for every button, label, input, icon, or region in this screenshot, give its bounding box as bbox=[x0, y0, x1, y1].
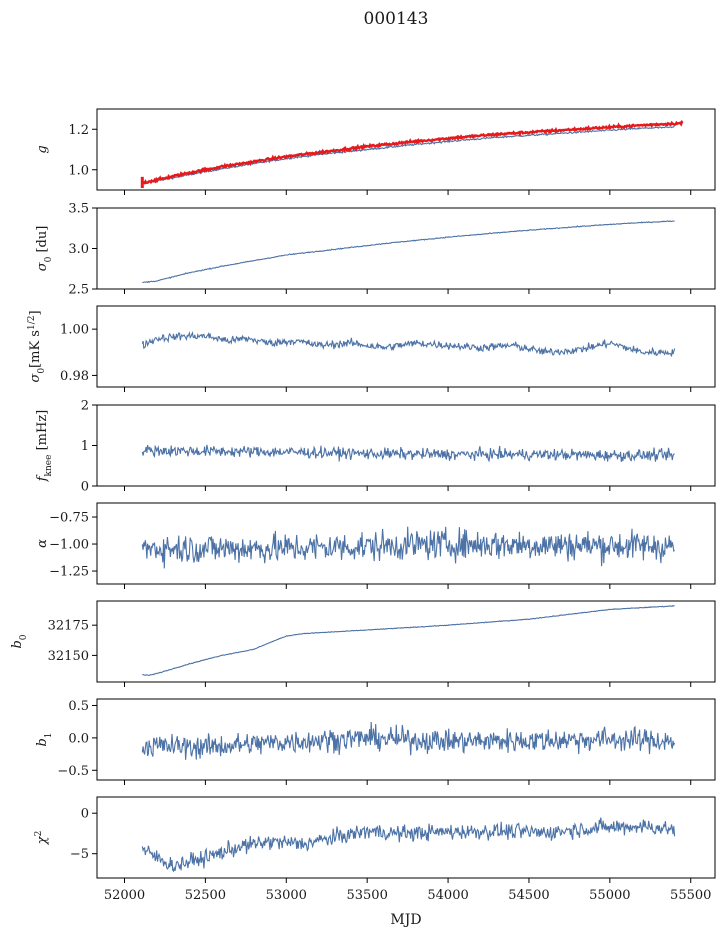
series-line bbox=[142, 220, 675, 284]
axes-frame bbox=[96, 207, 716, 290]
x-tick-label: 53500 bbox=[346, 888, 387, 903]
panel-8: 52000 52500 53000 53500 54000 54500 55000 55500… bbox=[34, 796, 716, 903]
y-tick-label: 1.0 bbox=[68, 163, 89, 178]
y-tick-label: 3.5 bbox=[68, 202, 89, 217]
series-line bbox=[142, 604, 675, 676]
series-line bbox=[141, 817, 676, 873]
y-axis-label: σ0[mK s1/2] bbox=[27, 310, 47, 382]
y-axis-label: b0 bbox=[10, 634, 29, 648]
figure-title: 000143 bbox=[364, 9, 429, 29]
y-tick-label: −1.00 bbox=[49, 538, 89, 553]
axes-frame bbox=[96, 796, 716, 879]
panel-6: 32150 32175 b0 bbox=[10, 600, 716, 687]
y-tick-label: 3.0 bbox=[68, 242, 89, 257]
axes-frame bbox=[96, 698, 716, 781]
x-tick-label: 55000 bbox=[589, 888, 630, 903]
series-line bbox=[141, 119, 684, 185]
panels: 1.0 1.2 g 2.5 3.0 3.5 σ0 [du] 0.98 1.00 σ0[mK s1/… bbox=[10, 108, 716, 903]
series-line bbox=[141, 444, 675, 463]
axes-frame bbox=[96, 404, 716, 487]
axes-frame bbox=[96, 600, 716, 683]
y-axis-label: g bbox=[35, 145, 50, 153]
axes-frame bbox=[96, 502, 716, 585]
series-line bbox=[141, 331, 676, 357]
y-tick-label: 32175 bbox=[48, 619, 89, 634]
series-line bbox=[141, 721, 676, 760]
panel-4: 0 1 2 fknee [mHz] bbox=[35, 399, 716, 495]
y-tick-label: −0.75 bbox=[49, 511, 89, 526]
series-line bbox=[141, 526, 675, 569]
axes-frame bbox=[96, 108, 716, 191]
panel-7: −0.5 0.0 0.5 b1 bbox=[35, 698, 716, 785]
x-tick-label: 53000 bbox=[266, 888, 307, 903]
axes-frame bbox=[96, 305, 716, 388]
x-tick-label: 52000 bbox=[104, 888, 145, 903]
y-tick-label: −0.5 bbox=[57, 764, 89, 779]
panel-2: 2.5 3.0 3.5 σ0 [du] bbox=[35, 202, 716, 298]
y-tick-label: 1.2 bbox=[68, 123, 89, 138]
y-tick-label: −1.25 bbox=[49, 565, 89, 580]
y-tick-label: 0.98 bbox=[60, 369, 89, 384]
y-tick-label: 0.0 bbox=[68, 731, 89, 746]
y-tick-label: 2 bbox=[81, 399, 89, 414]
y-axis-label: χ2 bbox=[34, 831, 50, 846]
y-axis-label: α bbox=[35, 539, 50, 548]
y-tick-label: 2.5 bbox=[68, 283, 89, 298]
x-axis-label: MJD bbox=[390, 912, 421, 928]
panel-1: 1.0 1.2 g bbox=[35, 108, 716, 195]
y-axis-label: fknee [mHz] bbox=[35, 410, 54, 483]
y-axis-label: b1 bbox=[35, 732, 54, 746]
y-tick-label: 0.5 bbox=[68, 699, 89, 714]
y-tick-label: 0 bbox=[81, 807, 89, 822]
y-tick-label: 32150 bbox=[48, 649, 89, 664]
panel-3: 0.98 1.00 σ0[mK s1/2] bbox=[27, 305, 716, 392]
y-tick-label: 1 bbox=[81, 439, 89, 454]
x-tick-label: 54000 bbox=[427, 888, 468, 903]
x-tick-label: 52500 bbox=[185, 888, 226, 903]
x-tick-label: 55500 bbox=[670, 888, 711, 903]
x-tick-label: 54500 bbox=[508, 888, 549, 903]
panel-5: −1.25 −1.00 −0.75 α bbox=[35, 502, 716, 589]
y-tick-label: 0 bbox=[81, 480, 89, 495]
series-line bbox=[142, 125, 675, 184]
y-tick-label: −5 bbox=[70, 847, 89, 862]
y-tick-label: 1.00 bbox=[60, 323, 89, 338]
y-axis-label: σ0 [du] bbox=[35, 226, 54, 272]
